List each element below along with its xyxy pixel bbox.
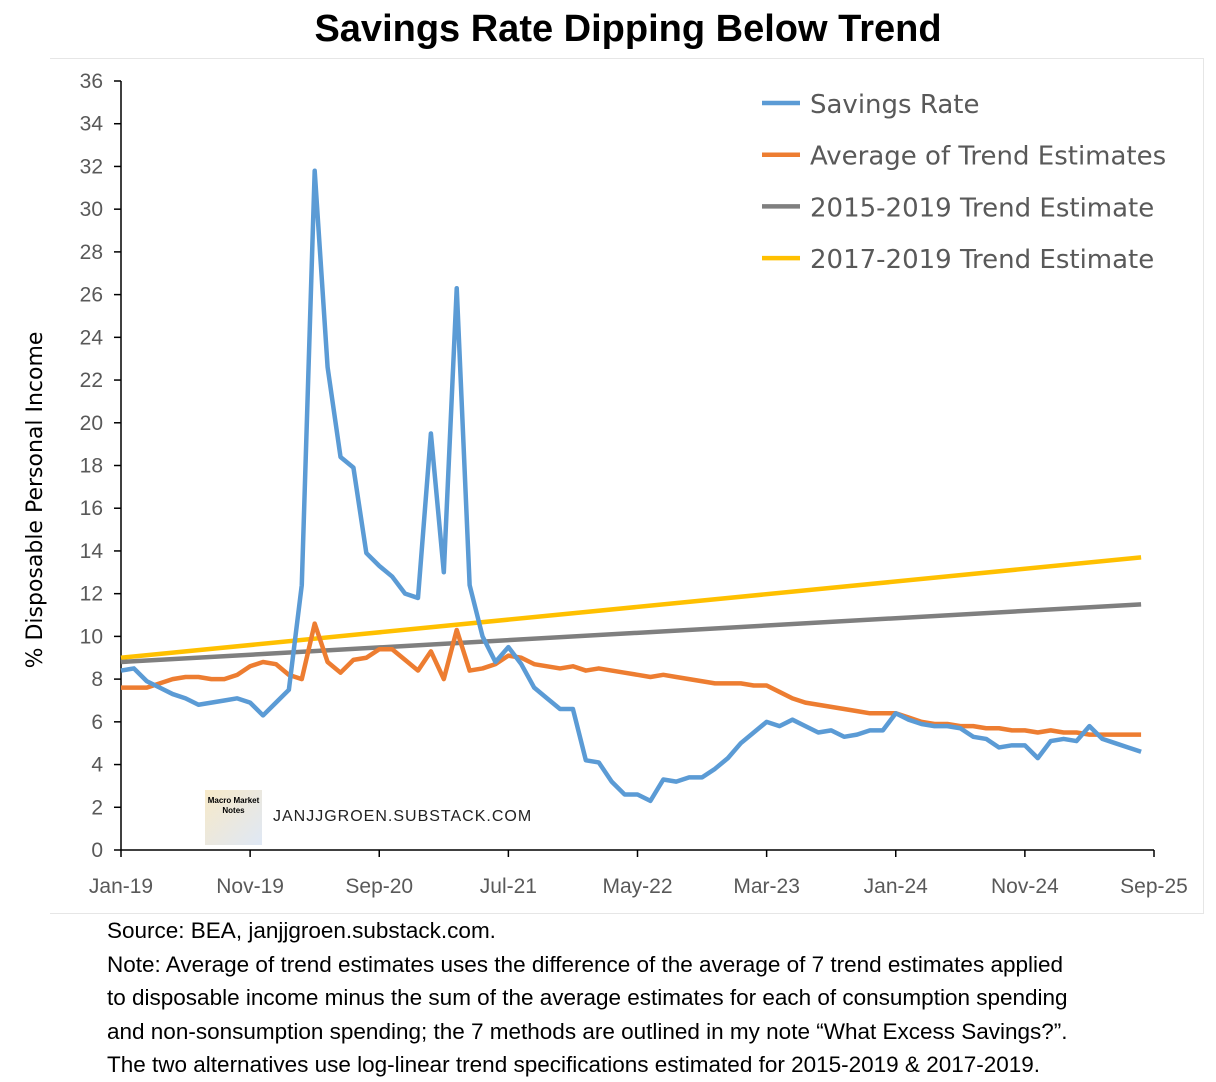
series-line-2015-2019-trend-estimate xyxy=(120,602,1142,665)
y-tick-label: 28 xyxy=(80,241,103,264)
footer-notes: Source: BEA, janjjgroen.substack.com. No… xyxy=(107,914,1068,1082)
x-tick-label: Jul-21 xyxy=(480,875,537,898)
footer-line: The two alternatives use log-linear tren… xyxy=(107,1052,1041,1077)
chart-frame xyxy=(50,58,1204,914)
y-tick-label: 8 xyxy=(91,668,103,691)
y-tick-label: 4 xyxy=(91,754,103,777)
y-tick-label: 12 xyxy=(80,583,103,606)
x-tick-label: Jan-24 xyxy=(864,875,929,898)
x-tick-label: Sep-20 xyxy=(345,875,413,898)
series-line-savings-rate xyxy=(120,168,1142,804)
x-tick-label: Nov-24 xyxy=(991,875,1059,898)
y-tick-label: 10 xyxy=(80,625,103,648)
y-tick-label: 6 xyxy=(91,711,103,734)
x-tick-label: Mar-23 xyxy=(733,875,800,898)
series-line-average-of-trend-estimates xyxy=(121,621,1142,737)
y-tick-label: 34 xyxy=(80,113,104,136)
y-tick-label: 18 xyxy=(80,455,103,478)
y-tick-label: 20 xyxy=(80,412,103,435)
logo: Macro Market Notes xyxy=(205,790,262,845)
series-line-2017-2019-trend-estimate xyxy=(120,555,1142,660)
x-tick-label: Jan-19 xyxy=(89,875,153,898)
watermark-text: JANJJGROEN.SUBSTACK.COM xyxy=(273,808,533,825)
logo-text: Macro Market Notes xyxy=(207,796,260,815)
legend-label: 2015-2019 Trend Estimate xyxy=(810,193,1154,223)
y-tick-label: 24 xyxy=(80,326,104,349)
y-tick-label: 26 xyxy=(80,284,103,307)
legend-label: Average of Trend Estimates xyxy=(810,142,1166,172)
chart-title: Savings Rate Dipping Below Trend xyxy=(314,8,942,50)
footer-line: to disposable income minus the sum of th… xyxy=(107,985,1068,1010)
y-tick-label: 36 xyxy=(80,70,103,93)
y-tick-label: 30 xyxy=(80,198,103,221)
y-axis-label: % Disposable Personal Income xyxy=(23,332,48,669)
y-tick-label: 0 xyxy=(91,839,103,862)
y-tick-label: 14 xyxy=(80,540,104,563)
x-tick-label: Nov-19 xyxy=(216,875,284,898)
y-tick-label: 16 xyxy=(80,497,103,520)
footer-line: Note: Average of trend estimates uses th… xyxy=(107,951,1064,977)
legend-label: Savings Rate xyxy=(810,90,979,120)
y-tick-label: 2 xyxy=(91,796,103,819)
footer-line: Source: BEA, janjjgroen.substack.com. xyxy=(107,918,496,943)
footer-line: and non-sonsumption spending; the 7 meth… xyxy=(107,1018,1068,1044)
y-tick-label: 22 xyxy=(80,369,103,392)
x-tick-label: Sep-25 xyxy=(1120,875,1188,898)
legend-label: 2017-2019 Trend Estimate xyxy=(810,245,1154,275)
x-tick-label: May-22 xyxy=(602,875,672,898)
y-tick-label: 32 xyxy=(80,155,103,178)
